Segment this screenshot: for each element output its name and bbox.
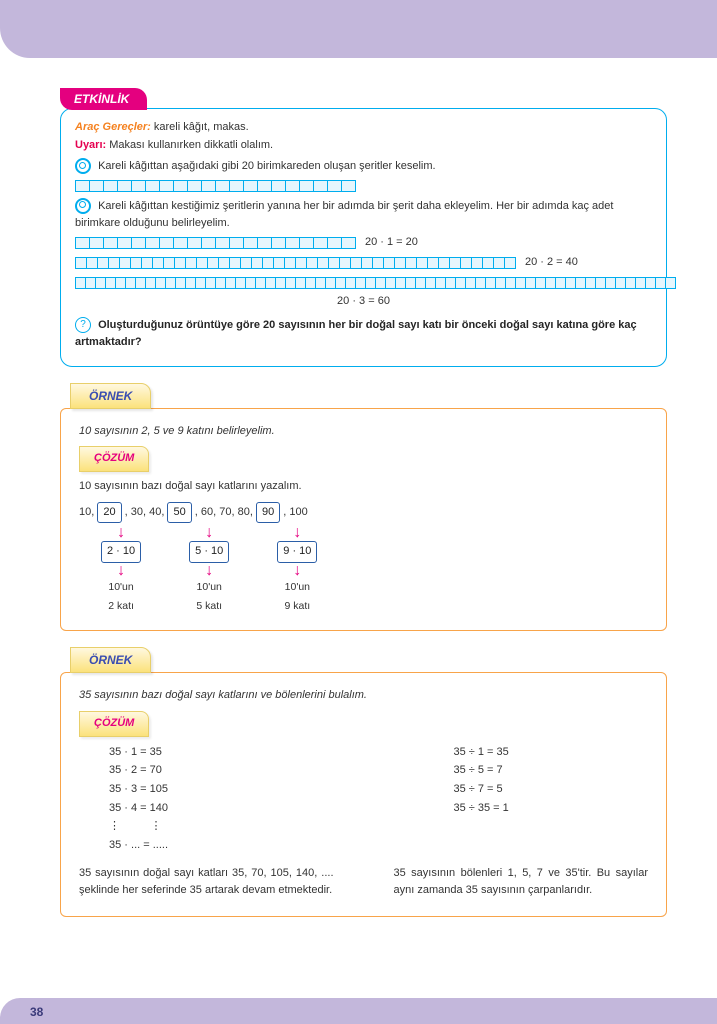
mult-last: 35 · ... = ..... [109,836,334,855]
example2-box: 35 sayısının bazı doğal sayı katlarını v… [60,672,667,917]
numbox-90: 90 [256,502,280,524]
etkinlik-tab: ETKİNLİK [60,88,147,110]
page-number: 38 [30,1005,43,1019]
ex1-intro: 10 sayısının 2, 5 ve 9 katını belirleyel… [79,423,648,441]
expr-9x10: 9 · 10 [277,541,317,563]
arrow-down-icon: ↓ [293,527,301,539]
seq-part: , 60, 70, 80, [195,506,256,518]
materials-label: Araç Gereçler: [75,121,151,133]
div-4: 35 ÷ 35 = 1 [454,799,649,818]
div-1: 35 ÷ 1 = 35 [454,743,649,762]
mult-1: 35 · 1 = 35 [109,743,334,762]
strip-20 [75,180,652,192]
ornek-tab: ÖRNEK [70,383,151,409]
ornek-tab: ÖRNEK [70,647,151,673]
example1-box: 10 sayısının 2, 5 ve 9 katını belirleyel… [60,408,667,632]
eq2: 20 · 2 = 40 [525,254,578,272]
eq3: 20 · 3 = 60 [75,293,652,311]
div-2: 35 ÷ 5 = 7 [454,761,649,780]
cozum-tab: ÇÖZÜM [79,711,149,737]
materials-text: kareli kâğıt, makas. [154,121,249,133]
arrow-down-icon: ↓ [205,565,213,577]
spiral-icon [75,198,91,214]
arrow-down-icon: ↓ [205,527,213,539]
footer-band [0,998,717,1024]
activity-box: Araç Gereçler: kareli kâğıt, makas. Uyar… [60,108,667,367]
ex2-intro: 35 sayısının bazı doğal sayı katlarını v… [79,687,648,705]
lbl-2kat: 2 katı [108,598,134,615]
task2-text: Kareli kâğıttan kestiğimiz şeritlerin ya… [75,200,613,230]
arrow-down-icon: ↓ [293,565,301,577]
numbox-20: 20 [97,502,121,524]
strip-20 [75,237,355,249]
question-text: Oluşturduğunuz örüntüye göre 20 sayısını… [75,319,637,349]
header-band [0,0,717,58]
seq-part: 10, [79,506,97,518]
eq1: 20 · 1 = 20 [365,234,418,252]
mult-3: 35 · 3 = 105 [109,780,334,799]
arrow-down-icon: ↓ [117,565,125,577]
arrow-down-icon: ↓ [117,527,125,539]
lbl-9kat: 9 katı [285,598,311,615]
seq-part: , 30, 40, [125,506,168,518]
lbl-top: 10'un [197,579,222,596]
numbox-50: 50 [167,502,191,524]
task1-text: Kareli kâğıttan aşağıdaki gibi 20 birimk… [98,160,436,172]
expr-5x10: 5 · 10 [189,541,229,563]
div-3: 35 ÷ 7 = 5 [454,780,649,799]
warning-label: Uyarı: [75,139,106,151]
expr-2x10: 2 · 10 [101,541,141,563]
seq-part: , 100 [283,506,307,518]
lbl-5kat: 5 katı [196,598,222,615]
summary-left: 35 sayısının doğal sayı katları 35, 70, … [79,865,334,900]
strip-40 [75,257,515,269]
ex1-line1: 10 sayısının bazı doğal sayı katlarını y… [79,478,648,496]
mult-4: 35 · 4 = 140 [109,799,334,818]
strip-60 [75,277,652,289]
question-icon: ? [75,317,91,333]
summary-right: 35 sayısının bölenleri 1, 5, 7 ve 35'tir… [394,865,649,900]
cozum-tab: ÇÖZÜM [79,446,149,472]
lbl-top: 10'un [285,579,310,596]
spiral-icon [75,158,91,174]
lbl-top: 10'un [108,579,133,596]
warning-text: Makası kullanırken dikkatli olalım. [109,139,273,151]
mult-dots: ⋮ ⋮ [109,817,334,836]
mult-2: 35 · 2 = 70 [109,761,334,780]
